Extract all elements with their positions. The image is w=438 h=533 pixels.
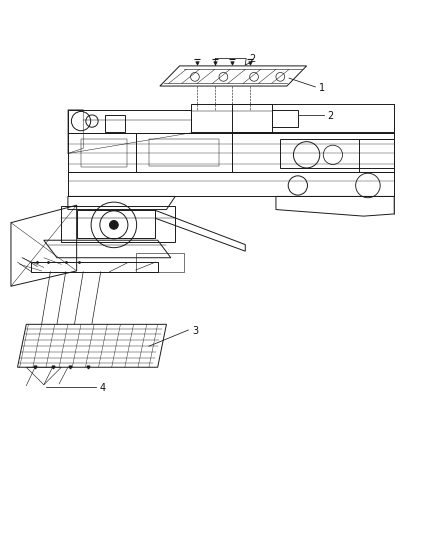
Circle shape (110, 221, 118, 229)
Text: 3: 3 (192, 326, 198, 336)
Text: 1: 1 (319, 83, 325, 93)
Text: 2: 2 (328, 111, 334, 122)
Text: 2: 2 (249, 54, 255, 64)
Text: 4: 4 (100, 383, 106, 393)
